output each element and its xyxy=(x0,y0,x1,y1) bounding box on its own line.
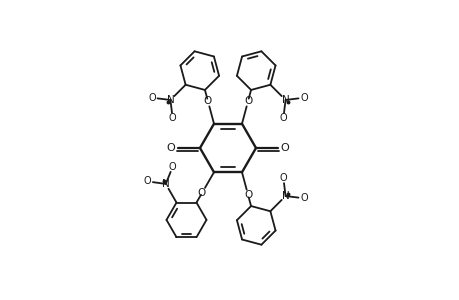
Text: O: O xyxy=(299,93,307,103)
Text: O: O xyxy=(299,193,307,203)
Text: O: O xyxy=(279,113,286,123)
Text: N: N xyxy=(162,179,169,189)
Text: O: O xyxy=(280,143,289,153)
Text: N: N xyxy=(281,191,289,201)
Text: O: O xyxy=(168,113,176,123)
Text: O: O xyxy=(203,96,212,106)
Text: O: O xyxy=(244,190,252,200)
Text: O: O xyxy=(197,188,206,198)
Text: O: O xyxy=(279,173,286,183)
Text: O: O xyxy=(166,143,175,153)
Text: N: N xyxy=(281,95,289,105)
Text: O: O xyxy=(168,162,176,172)
Text: O: O xyxy=(148,93,156,103)
Text: O: O xyxy=(244,96,252,106)
Text: O: O xyxy=(143,176,151,186)
Text: N: N xyxy=(166,95,174,105)
